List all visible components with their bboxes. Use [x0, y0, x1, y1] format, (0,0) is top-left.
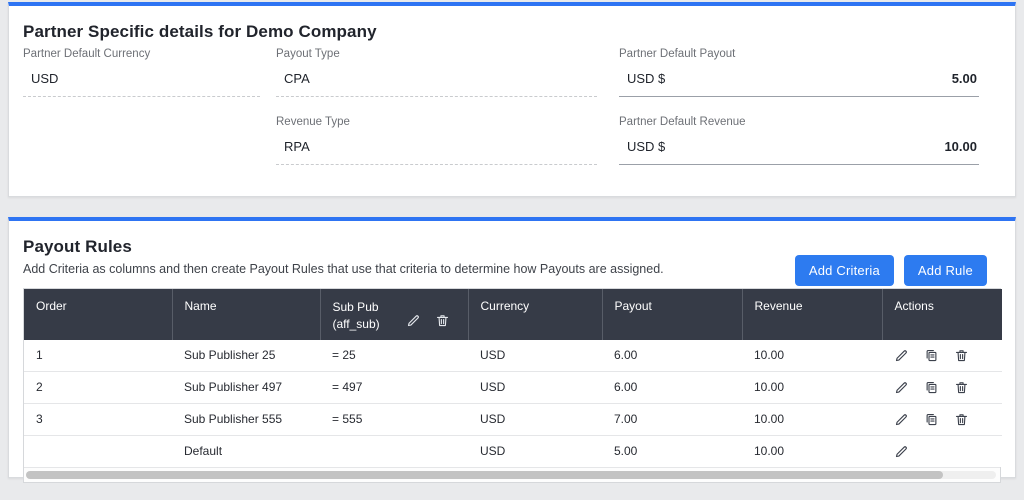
partner-default-currency-field: Partner Default Currency USD — [23, 48, 260, 97]
cell-revenue: 10.00 — [742, 339, 882, 372]
cell-sub-pub — [320, 435, 468, 467]
cell-actions — [882, 339, 1002, 372]
revenue-type-field: Revenue Type RPA — [276, 116, 597, 165]
payout-amount: 5.00 — [951, 71, 977, 86]
cell-revenue: 10.00 — [742, 371, 882, 404]
payout-rules-table-wrap: Order Name Sub Pub (aff_sub) — [23, 288, 1002, 483]
cell-revenue: 10.00 — [742, 435, 882, 467]
delete-icon[interactable] — [954, 380, 969, 395]
partner-default-payout-field: Partner Default Payout USD $ 5.00 — [619, 48, 979, 97]
table-row: Default USD 5.00 10.00 — [24, 435, 1002, 467]
payout-type-input[interactable]: CPA — [276, 62, 597, 97]
cell-payout: 6.00 — [602, 371, 742, 404]
cell-sub-pub: = 555 — [320, 403, 468, 436]
horizontal-scrollbar — [24, 466, 1000, 482]
payout-type-field: Payout Type CPA — [276, 48, 597, 97]
button-row: Add Criteria Add Rule — [794, 255, 987, 286]
partner-default-currency-input[interactable]: USD — [23, 62, 260, 97]
cell-revenue: 10.00 — [742, 403, 882, 436]
field-label: Revenue Type — [276, 116, 350, 128]
edit-icon[interactable] — [894, 348, 909, 363]
cell-payout: 6.00 — [602, 339, 742, 372]
header-sub-pub: Sub Pub (aff_sub) — [320, 289, 469, 340]
field-label: Partner Default Currency — [23, 48, 151, 60]
sub-pub-label: Sub Pub (aff_sub) — [332, 300, 380, 332]
cell-name: Sub Publisher 25 — [172, 339, 320, 372]
delete-icon[interactable] — [954, 412, 969, 427]
cell-name: Sub Publisher 555 — [172, 403, 320, 436]
header-revenue: Revenue — [742, 289, 883, 340]
cell-currency: USD — [468, 403, 602, 436]
field-label: Partner Default Payout — [619, 48, 736, 60]
cell-currency: USD — [468, 339, 602, 372]
cell-payout: 7.00 — [602, 403, 742, 436]
partner-details-title: Partner Specific details for Demo Compan… — [23, 22, 377, 41]
header-payout: Payout — [602, 289, 743, 340]
copy-icon[interactable] — [924, 348, 939, 363]
table-row: 3 Sub Publisher 555 = 555 USD 7.00 10.00 — [24, 403, 1002, 436]
copy-icon[interactable] — [924, 380, 939, 395]
header-name: Name — [172, 289, 321, 340]
payout-rules-title: Payout Rules — [23, 237, 132, 256]
edit-icon[interactable] — [894, 380, 909, 395]
payout-rules-header: Payout Rules Add Criteria as columns and… — [23, 237, 1001, 286]
cell-sub-pub: = 497 — [320, 371, 468, 404]
scrollbar-thumb[interactable] — [26, 470, 944, 479]
table-row: 2 Sub Publisher 497 = 497 USD 6.00 10.00 — [24, 371, 1002, 404]
cell-order: 2 — [24, 371, 172, 404]
field-label: Payout Type — [276, 48, 340, 60]
edit-icon[interactable] — [894, 444, 909, 459]
edit-icon[interactable] — [894, 412, 909, 427]
partner-default-revenue-input[interactable]: USD $ 10.00 — [619, 130, 979, 165]
partner-details-panel: Partner Specific details for Demo Compan… — [8, 2, 1016, 197]
cell-name: Default — [172, 435, 320, 467]
currency-prefix: USD $ — [627, 139, 666, 154]
delete-icon[interactable] — [954, 348, 969, 363]
revenue-type-input[interactable]: RPA — [276, 130, 597, 165]
cell-name: Sub Publisher 497 — [172, 371, 320, 404]
cell-order — [24, 435, 172, 467]
currency-prefix: USD $ — [627, 71, 666, 86]
delete-criteria-icon[interactable] — [435, 313, 450, 328]
cell-order: 3 — [24, 403, 172, 436]
revenue-amount: 10.00 — [944, 139, 977, 154]
copy-icon[interactable] — [924, 412, 939, 427]
payout-rules-table: Order Name Sub Pub (aff_sub) — [24, 289, 1002, 467]
cell-sub-pub: = 25 — [320, 339, 468, 372]
cell-actions — [882, 435, 1002, 467]
header-actions: Actions — [882, 289, 1002, 340]
payout-rules-subtitle: Add Criteria as columns and then create … — [23, 262, 664, 276]
cell-actions — [882, 371, 1002, 404]
payout-rules-panel: Payout Rules Add Criteria as columns and… — [8, 217, 1016, 483]
cell-currency: USD — [468, 435, 602, 467]
add-criteria-button[interactable]: Add Criteria — [794, 255, 894, 286]
cell-actions — [882, 403, 1002, 436]
cell-order: 1 — [24, 339, 172, 372]
table-header-row: Order Name Sub Pub (aff_sub) — [24, 289, 1002, 340]
field-label: Partner Default Revenue — [619, 116, 746, 128]
add-rule-button[interactable]: Add Rule — [903, 255, 987, 286]
edit-criteria-icon[interactable] — [406, 313, 421, 328]
cell-payout: 5.00 — [602, 435, 742, 467]
partner-default-revenue-field: Partner Default Revenue USD $ 10.00 — [619, 116, 979, 165]
cell-currency: USD — [468, 371, 602, 404]
header-currency: Currency — [468, 289, 603, 340]
header-order: Order — [24, 289, 173, 340]
partner-default-payout-input[interactable]: USD $ 5.00 — [619, 62, 979, 97]
table-row: 1 Sub Publisher 25 = 25 USD 6.00 10.00 — [24, 339, 1002, 372]
